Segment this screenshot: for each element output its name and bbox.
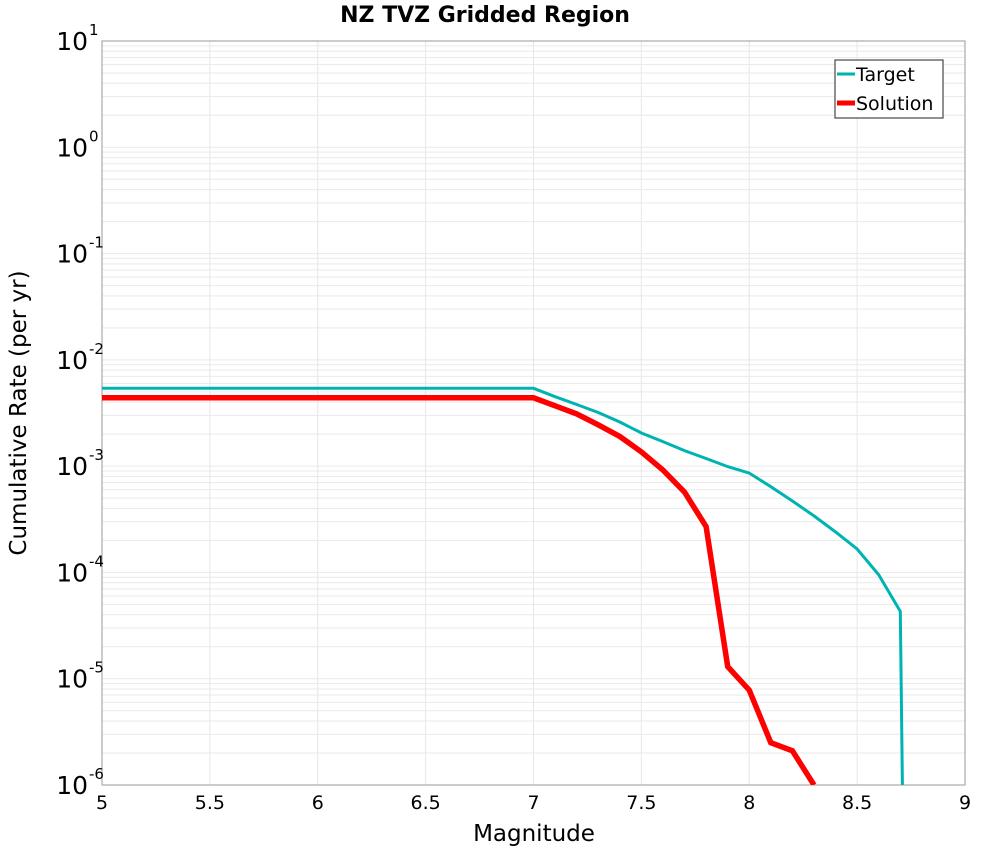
y-tick-label: 10 -6 xyxy=(56,765,104,800)
y-tick-exponent: -6 xyxy=(89,765,104,783)
legend-label-target: Target xyxy=(855,64,915,86)
x-tick-label: 7 xyxy=(527,792,539,814)
y-tick-exponent: 0 xyxy=(89,127,99,145)
y-tick-exponent: -3 xyxy=(89,446,104,464)
y-tick-exponent: -2 xyxy=(89,340,104,358)
grid xyxy=(101,41,966,786)
x-tick-label: 6 xyxy=(312,792,324,814)
y-axis-label: Cumulative Rate (per yr) xyxy=(6,270,32,555)
y-tick-label: 10 -2 xyxy=(56,340,104,375)
y-tick-label: 10 -5 xyxy=(56,659,104,694)
x-tick-label: 5 xyxy=(96,792,108,814)
y-tick-base: 10 xyxy=(56,771,88,800)
y-tick-label: 10 -3 xyxy=(56,446,104,481)
x-tick-label: 5.5 xyxy=(195,792,225,814)
legend-box xyxy=(834,59,944,119)
x-tick-label: 8 xyxy=(743,792,755,814)
y-tick-label: 10 -1 xyxy=(56,234,104,269)
y-tick-exponent: -5 xyxy=(89,659,104,677)
y-tick-base: 10 xyxy=(56,558,88,587)
chart-title: NZ TVZ Gridded Region xyxy=(340,3,630,28)
x-tick-label: 6.5 xyxy=(411,792,441,814)
x-ticks: 5 5.5 6 6.5 7 7.5 8 8.5 9 xyxy=(96,792,971,814)
y-tick-label: 10 0 xyxy=(56,127,98,162)
x-axis-label: Magnitude xyxy=(473,821,595,847)
y-tick-exponent: -4 xyxy=(89,552,104,570)
plot-area xyxy=(101,40,966,786)
y-tick-label: 10 -4 xyxy=(56,552,104,587)
y-tick-base: 10 xyxy=(56,665,88,694)
series-layer xyxy=(102,386,904,785)
y-tick-base: 10 xyxy=(56,133,88,162)
x-tick-label: 7.5 xyxy=(626,792,656,814)
series-line-target xyxy=(102,386,904,785)
legend: Target Solution xyxy=(834,59,944,119)
y-tick-exponent: -1 xyxy=(89,234,104,252)
y-tick-label: 10 1 xyxy=(56,21,98,56)
y-tick-base: 10 xyxy=(56,240,88,269)
y-tick-base: 10 xyxy=(56,27,88,56)
x-tick-label: 9 xyxy=(959,792,971,814)
legend-label-solution: Solution xyxy=(856,93,933,115)
y-tick-base: 10 xyxy=(56,346,88,375)
x-tick-label: 8.5 xyxy=(842,792,872,814)
y-tick-base: 10 xyxy=(56,452,88,481)
series-line-solution xyxy=(102,395,817,785)
y-tick-exponent: 1 xyxy=(89,21,99,39)
